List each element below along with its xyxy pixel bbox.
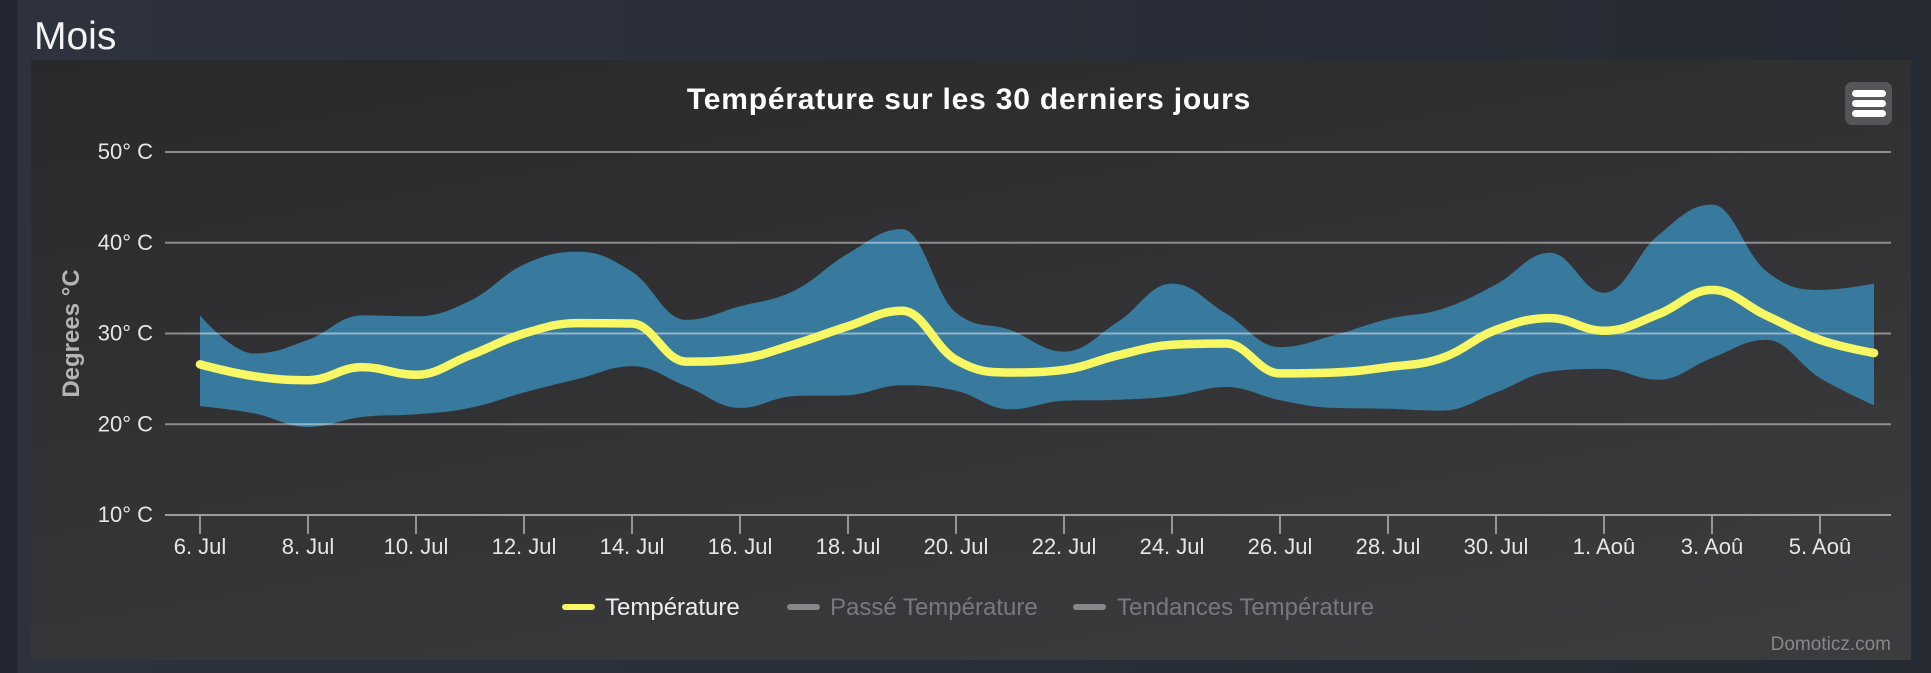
svg-text:22. Jul: 22. Jul <box>1032 534 1097 559</box>
svg-text:18. Jul: 18. Jul <box>816 534 881 559</box>
svg-text:8. Jul: 8. Jul <box>282 534 335 559</box>
svg-text:Domoticz.com: Domoticz.com <box>1771 634 1891 655</box>
svg-text:20° C: 20° C <box>98 411 153 436</box>
svg-text:16. Jul: 16. Jul <box>708 534 773 559</box>
svg-text:1. Aoû: 1. Aoû <box>1573 534 1635 559</box>
svg-text:3. Aoû: 3. Aoû <box>1681 534 1743 559</box>
svg-text:Température: Température <box>605 594 740 621</box>
svg-text:5. Aoû: 5. Aoû <box>1789 534 1851 559</box>
svg-text:Degrees °C: Degrees °C <box>58 269 85 397</box>
svg-text:30° C: 30° C <box>98 321 153 346</box>
svg-text:26. Jul: 26. Jul <box>1248 534 1313 559</box>
svg-text:14. Jul: 14. Jul <box>600 534 665 559</box>
svg-text:12. Jul: 12. Jul <box>492 534 557 559</box>
svg-text:6. Jul: 6. Jul <box>174 534 227 559</box>
svg-text:Tendances Température: Tendances Température <box>1117 594 1374 621</box>
svg-text:Température sur les 30 dernier: Température sur les 30 derniers jours <box>687 83 1251 116</box>
svg-text:28. Jul: 28. Jul <box>1356 534 1421 559</box>
svg-text:30. Jul: 30. Jul <box>1464 534 1529 559</box>
svg-text:20. Jul: 20. Jul <box>924 534 989 559</box>
svg-text:Mois: Mois <box>34 15 116 58</box>
svg-text:Passé Température: Passé Température <box>830 594 1038 621</box>
svg-text:24. Jul: 24. Jul <box>1140 534 1205 559</box>
svg-text:50° C: 50° C <box>98 139 153 164</box>
svg-text:10. Jul: 10. Jul <box>384 534 449 559</box>
svg-text:10° C: 10° C <box>98 502 153 527</box>
svg-text:40° C: 40° C <box>98 230 153 255</box>
